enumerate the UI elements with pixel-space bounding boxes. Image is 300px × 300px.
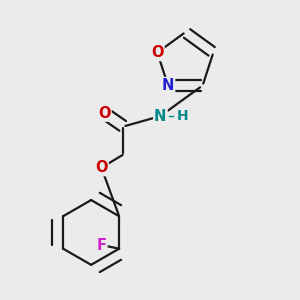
Text: O: O	[151, 45, 164, 60]
Text: N: N	[162, 78, 174, 93]
Text: H: H	[176, 109, 188, 123]
Text: O: O	[98, 106, 111, 121]
Text: N: N	[154, 109, 167, 124]
Text: F: F	[97, 238, 106, 253]
Text: O: O	[95, 160, 108, 175]
